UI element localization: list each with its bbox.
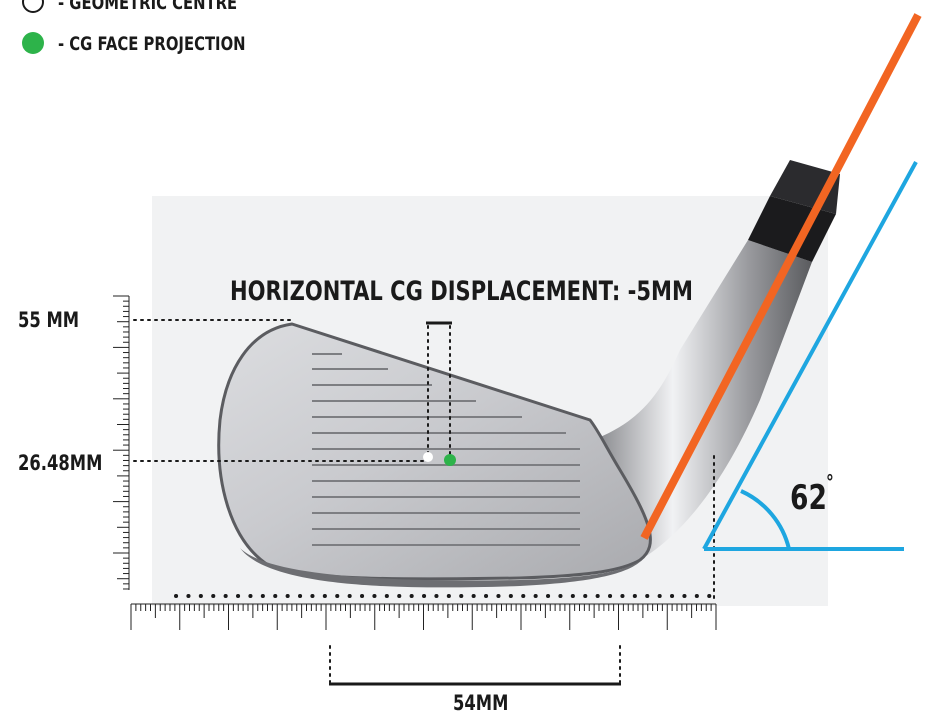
cg-height-label: 26.48MM: [18, 451, 102, 475]
legend-label: - CG FACE PROJECTION: [58, 33, 246, 55]
horizontal-ruler: [131, 604, 716, 630]
geometric-centre-marker: [423, 452, 433, 462]
height-label: 55 MM: [18, 308, 79, 332]
degree-symbol: °: [826, 470, 834, 494]
lie-angle-value: 62: [790, 478, 827, 518]
cg-face-projection-marker: [444, 454, 456, 466]
filled-circle-icon: [22, 32, 44, 54]
width-label: 54MM: [453, 691, 508, 715]
legend-label: - GEOMETRIC CENTRE: [58, 0, 237, 14]
vertical-ruler: [113, 296, 129, 590]
cg-displacement-title: HORIZONTAL CG DISPLACEMENT: -5MM: [230, 276, 693, 307]
